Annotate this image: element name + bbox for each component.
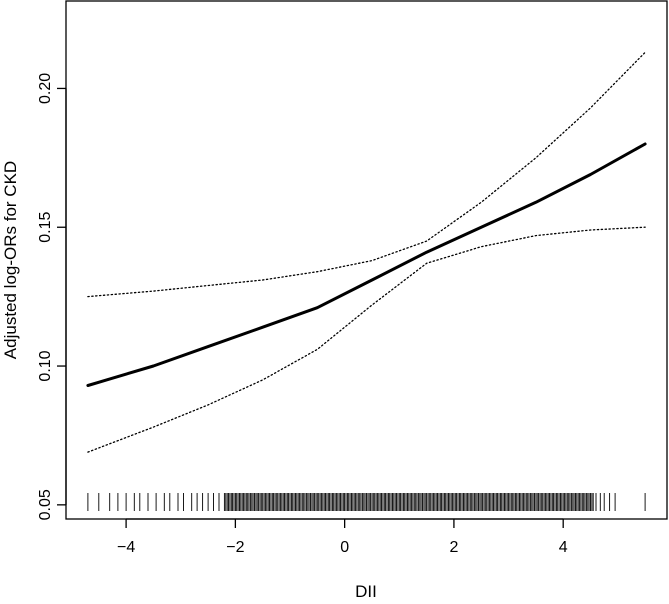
x-axis: −4 −2 0 2 4 <box>117 518 568 556</box>
y-tick-label: 0.15 <box>37 212 54 243</box>
series-upper-ci-line <box>87 51 646 298</box>
y-tick-label: 0.20 <box>37 73 54 104</box>
plot-box <box>65 0 668 520</box>
x-axis-title: DII <box>355 582 377 601</box>
x-tick-label: −4 <box>117 539 135 556</box>
series-group <box>86 51 647 453</box>
y-tick-label: 0.10 <box>37 350 54 381</box>
x-tick-label: 0 <box>340 539 349 556</box>
series-estimate-line <box>86 142 647 387</box>
x-tick-label: 4 <box>559 539 568 556</box>
y-axis: 0.05 0.10 0.15 0.20 <box>37 73 67 520</box>
x-tick-label: 2 <box>449 539 458 556</box>
y-tick-label: 0.05 <box>37 489 54 520</box>
rug-plot <box>87 493 646 511</box>
y-axis-title: Adjusted log-ORs for CKD <box>1 161 20 359</box>
series-lower-ci-line <box>87 226 646 453</box>
x-tick-label: −2 <box>226 539 244 556</box>
